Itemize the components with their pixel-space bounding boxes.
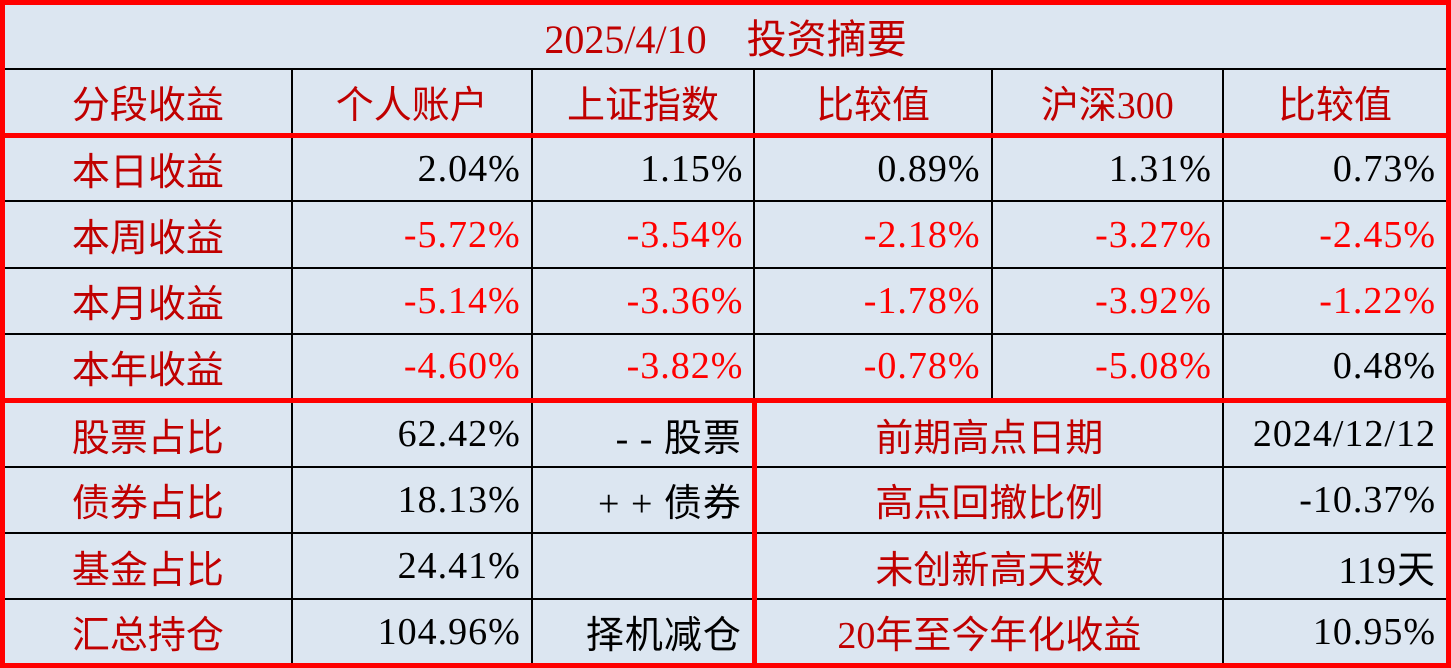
note-cell-reduce-position: 择机减仓: [530, 598, 757, 667]
table-title: 2025/4/10 投资摘要: [2, 2, 1449, 70]
value-cell: -3.27%: [990, 200, 1224, 269]
row-label-bond-allocation: 债券占比: [1, 465, 293, 534]
row-label-stock-allocation: 股票占比: [1, 399, 293, 468]
value-cell: -1.22%: [1221, 266, 1450, 335]
value-cell: 104.96%: [290, 598, 533, 667]
row-label-yearly-return: 本年收益: [1, 332, 293, 403]
value-cell: -4.60%: [290, 332, 533, 403]
row-label-drawdown-from-high: 高点回撤比例: [753, 465, 1224, 534]
value-cell: 0.48%: [1221, 332, 1450, 403]
row-label-monthly-return: 本月收益: [1, 266, 293, 335]
value-cell: -2.45%: [1221, 200, 1450, 269]
row-label-annualized-return-since-2020: 20年至今年化收益: [753, 598, 1224, 667]
row-label-daily-return: 本日收益: [1, 134, 293, 203]
value-cell: -3.36%: [530, 266, 756, 335]
table-row: 股票占比 62.42% - - 股票 前期高点日期 2024/12/12: [1, 399, 1450, 468]
table-row: 本月收益 -5.14% -3.36% -1.78% -3.92% -1.22%: [1, 266, 1450, 335]
row-label-total-position: 汇总持仓: [1, 598, 293, 667]
value-cell: -3.54%: [530, 200, 756, 269]
value-cell: 10.95%: [1221, 598, 1450, 667]
value-cell: 0.89%: [753, 134, 993, 203]
table-row: 汇总持仓 104.96% 择机减仓 20年至今年化收益 10.95%: [1, 598, 1450, 667]
value-cell: 119天: [1221, 531, 1450, 601]
table-row: 本日收益 2.04% 1.15% 0.89% 1.31% 0.73%: [1, 134, 1450, 203]
header-csi300: 沪深300: [990, 67, 1224, 138]
value-cell: -5.72%: [290, 200, 533, 269]
header-sse-index: 上证指数: [530, 67, 756, 138]
header-comparison-1: 比较值: [753, 67, 993, 138]
value-cell: -3.92%: [990, 266, 1224, 335]
value-cell: -0.78%: [753, 332, 993, 403]
table-row: 本年收益 -4.60% -3.82% -0.78% -5.08% 0.48%: [1, 332, 1450, 403]
value-cell: 62.42%: [290, 399, 533, 468]
table-row: 债券占比 18.13% + + 债券 高点回撤比例 -10.37%: [1, 465, 1450, 534]
value-cell: -2.18%: [753, 200, 993, 269]
header-segment-return: 分段收益: [1, 67, 293, 138]
value-cell: 2024/12/12: [1221, 399, 1450, 468]
header-comparison-2: 比较值: [1221, 67, 1450, 138]
note-cell-bond: + + 债券: [530, 465, 757, 534]
header-personal-account: 个人账户: [290, 67, 533, 138]
row-label-weekly-return: 本周收益: [1, 200, 293, 269]
row-label-fund-allocation: 基金占比: [1, 531, 293, 601]
value-cell: 18.13%: [290, 465, 533, 534]
note-cell-empty: [530, 531, 757, 601]
value-cell: -1.78%: [753, 266, 993, 335]
value-cell: -5.08%: [990, 332, 1224, 403]
row-label-days-without-new-high: 未创新高天数: [753, 531, 1224, 601]
value-cell: -3.82%: [530, 332, 756, 403]
row-label-previous-high-date: 前期高点日期: [753, 399, 1224, 468]
value-cell: 2.04%: [290, 134, 533, 203]
note-cell-stock: - - 股票: [530, 399, 757, 468]
value-cell: 1.15%: [530, 134, 756, 203]
value-cell: -5.14%: [290, 266, 533, 335]
value-cell: 1.31%: [990, 134, 1224, 203]
value-cell: 24.41%: [290, 531, 533, 601]
table-row: 基金占比 24.41% 未创新高天数 119天: [1, 531, 1450, 601]
value-cell: -10.37%: [1221, 465, 1450, 534]
table-row: 本周收益 -5.72% -3.54% -2.18% -3.27% -2.45%: [1, 200, 1450, 269]
value-cell: 0.73%: [1221, 134, 1450, 203]
